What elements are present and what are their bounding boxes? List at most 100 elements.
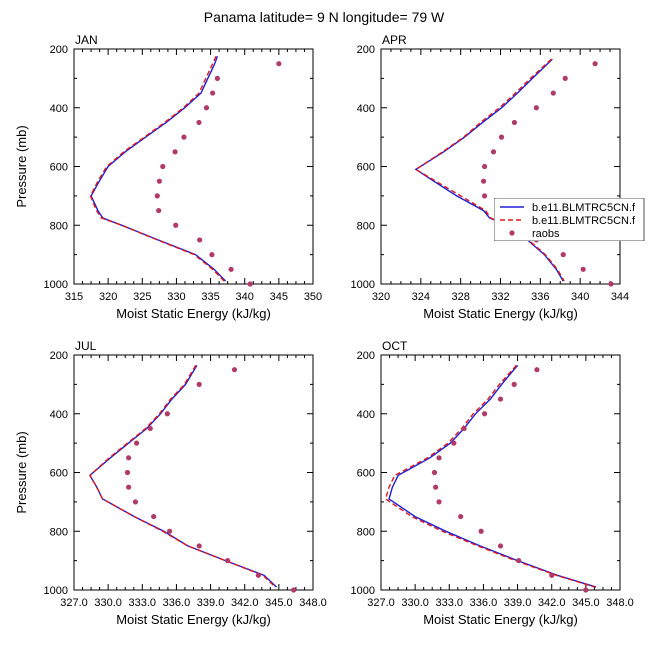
x-axis-title: Moist Static Energy (kJ/kg) xyxy=(116,306,271,321)
model-profile-dashed xyxy=(384,364,596,588)
obs-point xyxy=(498,134,505,140)
y-tick-label: 200 xyxy=(50,350,68,362)
obs-point xyxy=(225,558,231,564)
panel-label-jul: JUL xyxy=(75,339,97,353)
plot-frame-jan xyxy=(73,48,314,285)
obs-point xyxy=(196,381,202,387)
legend-swatch-marker xyxy=(509,230,515,236)
x-tick-label: 330.0 xyxy=(401,597,429,609)
plot-frame-oct xyxy=(380,354,621,591)
obs-point xyxy=(132,499,139,505)
x-tick-label: 345.0 xyxy=(265,597,293,609)
obs-point xyxy=(560,252,566,258)
obs-point xyxy=(156,207,162,214)
y-tick-label: 1000 xyxy=(44,279,68,291)
obs-point xyxy=(172,149,178,155)
y-tick-label: 200 xyxy=(357,350,375,362)
obs-point xyxy=(196,543,202,549)
series-raobs xyxy=(431,367,589,593)
x-tick-label: 336.0 xyxy=(470,597,498,609)
y-tick-label: 800 xyxy=(357,220,375,232)
obs-point xyxy=(154,193,160,199)
obs-point xyxy=(497,543,504,549)
y-tick-label: 200 xyxy=(50,44,68,56)
obs-point xyxy=(461,425,467,432)
y-tick-label: 400 xyxy=(357,409,375,421)
obs-point xyxy=(481,411,488,417)
x-tick-label: 333.0 xyxy=(436,597,464,609)
x-tick-label: 340 xyxy=(571,291,589,303)
obs-point xyxy=(203,105,210,111)
obs-point xyxy=(583,587,589,593)
series-raobs xyxy=(154,61,282,287)
x-tick-label: 325 xyxy=(133,291,151,303)
x-tick-label: 332 xyxy=(491,291,509,303)
obs-point xyxy=(562,75,568,81)
x-tick-label: 336 xyxy=(531,291,549,303)
x-tick-label: 335 xyxy=(201,291,219,303)
model-profile-dashed xyxy=(414,58,565,282)
obs-point xyxy=(151,513,157,520)
obs-point xyxy=(478,528,484,534)
obs-point xyxy=(436,455,442,461)
y-tick-label: 600 xyxy=(50,468,68,480)
plot-frame-jul xyxy=(73,354,314,591)
obs-point xyxy=(124,469,131,476)
x-tick-label: 348.0 xyxy=(606,597,634,609)
obs-point xyxy=(133,440,140,446)
obs-point xyxy=(580,266,586,272)
series-raobs xyxy=(124,367,297,593)
x-axis-title: Moist Static Energy (kJ/kg) xyxy=(423,306,578,321)
series-raobs xyxy=(480,61,614,287)
legend-label: b.e11.BLMTRC5CN.f xyxy=(532,215,636,227)
y-tick-label: 400 xyxy=(357,103,375,115)
obs-point xyxy=(516,558,522,564)
y-tick-label: 1000 xyxy=(351,279,375,291)
x-axis-title: Moist Static Energy (kJ/kg) xyxy=(423,612,578,627)
y-tick-label: 600 xyxy=(50,162,68,174)
x-tick-label: 328 xyxy=(451,291,469,303)
panel-label-oct: OCT xyxy=(382,339,408,353)
panel-label-jan: JAN xyxy=(75,33,98,47)
y-tick-label: 400 xyxy=(50,103,68,115)
obs-point xyxy=(197,237,203,243)
obs-point xyxy=(214,75,220,81)
x-tick-label: 330 xyxy=(167,291,185,303)
obs-point xyxy=(228,266,234,272)
obs-point xyxy=(231,367,238,373)
model-profile-solid xyxy=(414,58,564,282)
y-tick-label: 800 xyxy=(357,526,375,538)
x-tick-label: 348.0 xyxy=(299,597,327,609)
obs-point xyxy=(436,499,442,505)
panel-label-apr: APR xyxy=(382,33,407,47)
y-axis-title: Pressure (mb) xyxy=(14,125,29,207)
x-tick-label: 344 xyxy=(611,291,629,303)
obs-point xyxy=(433,484,439,490)
y-tick-label: 600 xyxy=(357,468,375,480)
obs-point xyxy=(550,90,556,96)
x-tick-label: 315 xyxy=(65,291,83,303)
legend-label: raobs xyxy=(532,228,560,240)
obs-point xyxy=(533,105,539,111)
obs-point xyxy=(147,425,153,432)
x-tick-label: 339.0 xyxy=(197,597,225,609)
obs-point xyxy=(209,252,215,258)
obs-point xyxy=(247,281,253,287)
x-tick-label: 342.0 xyxy=(231,597,259,609)
x-tick-label: 330.0 xyxy=(94,597,122,609)
y-tick-label: 800 xyxy=(50,526,68,538)
x-tick-label: 333.0 xyxy=(129,597,157,609)
obs-point xyxy=(210,90,216,96)
x-tick-label: 320 xyxy=(372,291,390,303)
obs-point xyxy=(534,367,540,373)
obs-point xyxy=(255,572,261,578)
x-tick-label: 339.0 xyxy=(504,597,532,609)
model-profile-solid xyxy=(388,364,597,588)
obs-point xyxy=(480,178,487,184)
obs-point xyxy=(511,381,517,387)
x-tick-label: 327.0 xyxy=(60,597,88,609)
x-tick-label: 327.0 xyxy=(367,597,395,609)
y-axis-title: Pressure (mb) xyxy=(14,431,29,513)
